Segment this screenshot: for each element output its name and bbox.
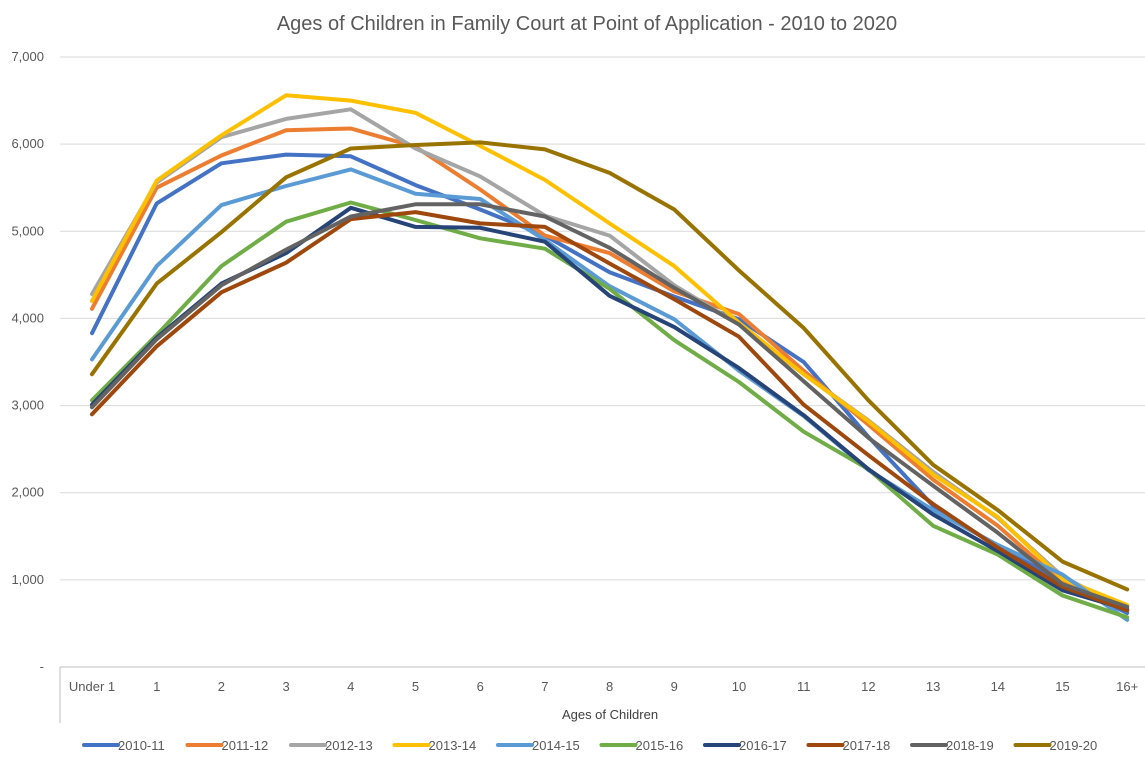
x-tick-label: 7 (541, 679, 548, 694)
x-axis-ticks: Under 1 1 2 3 4 5 6 7 8 9 10 11 12 13 14 15 16+ (69, 679, 1138, 694)
x-tick-label: 2 (218, 679, 225, 694)
legend-label: 2016-17 (739, 738, 787, 753)
y-tick-label: 2,000 (11, 485, 44, 500)
series-line-2019-20 (90, 140, 1130, 592)
legend-label: 2014-15 (532, 738, 580, 753)
x-tick-label: 14 (991, 679, 1005, 694)
x-tick-label: 3 (282, 679, 289, 694)
legend-label: 2010-11 (118, 738, 165, 753)
x-tick-label: 12 (861, 679, 875, 694)
y-tick-label: 7,000 (11, 49, 44, 64)
x-tick-label: 4 (347, 679, 354, 694)
x-tick-label: 8 (606, 679, 613, 694)
x-tick-label: 16+ (1116, 679, 1138, 694)
x-tick-label: Under 1 (69, 679, 115, 694)
series-line-2014-15 (90, 167, 1130, 622)
series-line-2018-19 (90, 202, 1130, 609)
series-line-2017-18 (90, 210, 1130, 613)
x-tick-label: 5 (412, 679, 419, 694)
series-line-2016-17 (90, 205, 1130, 612)
legend-label: 2018-19 (946, 738, 994, 753)
y-axis-ticks: - 1,000 2,000 3,000 4,000 5,000 6,000 7,000 (11, 49, 44, 674)
x-tick-label: 11 (797, 679, 811, 694)
x-axis-title: Ages of Children (562, 707, 658, 722)
x-tick-label: 9 (671, 679, 678, 694)
legend-label: 2013-14 (429, 738, 477, 753)
y-tick-label: 5,000 (11, 223, 44, 238)
y-tick-label: - (40, 659, 44, 674)
y-tick-label: 1,000 (11, 572, 44, 587)
legend: 2010-11 2011-12 2012-13 2013-14 2014-15 2015-… (82, 738, 1098, 753)
series-line-2015-16 (90, 200, 1130, 620)
y-tick-label: 6,000 (11, 136, 44, 151)
series-line-2013-14 (90, 93, 1130, 608)
x-tick-label: 6 (477, 679, 484, 694)
legend-label: 2015-16 (636, 738, 684, 753)
x-tick-label: 13 (926, 679, 940, 694)
legend-label: 2012-13 (325, 738, 373, 753)
y-tick-label: 4,000 (11, 310, 44, 325)
gridlines (59, 56, 1145, 723)
x-tick-label: 15 (1055, 679, 1069, 694)
legend-label: 2017-18 (843, 738, 891, 753)
series-line-2011-12 (90, 126, 1130, 608)
x-tick-label: 10 (732, 679, 746, 694)
x-tick-label: 1 (153, 679, 160, 694)
legend-label: 2019-20 (1050, 738, 1098, 753)
legend-label: 2011-12 (222, 738, 269, 753)
chart-title: Ages of Children in Family Court at Poin… (277, 13, 897, 35)
y-tick-label: 3,000 (11, 398, 44, 413)
series-lines (90, 93, 1130, 622)
